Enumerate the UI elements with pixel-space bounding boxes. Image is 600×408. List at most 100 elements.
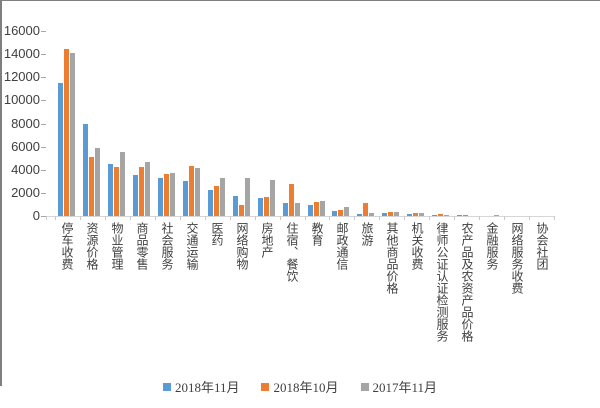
bar-2018年11月-房地产 [258,198,263,216]
x-axis-tick-mark [329,216,330,220]
bar-2018年11月-旅游 [357,214,362,216]
x-axis-category-label: 商品零售 [135,222,149,270]
x-axis-category-label: 网络购物 [235,222,249,270]
bar-2018年10月-律师公证认证检测服务 [438,214,443,216]
bar-2018年10月-网络购物 [239,205,244,216]
bar-2017年11月-住宿、餐饮 [295,203,300,216]
x-axis-tick-mark [180,216,181,220]
bar-2018年11月-网络购物 [233,196,238,216]
x-axis-category-label: 住宿、餐饮 [285,222,299,282]
chart-legend: 2018年11月 2018年10月 2017年11月 [0,377,600,396]
bar-2017年11月-商品零售 [145,162,150,216]
legend-label-2018-11: 2018年11月 [174,380,240,395]
x-axis-category-label: 旅游 [360,222,374,246]
x-axis-line [46,216,554,217]
window-border-top [0,0,600,1]
bar-2018年11月-物业管理 [108,164,113,216]
y-axis-tick-mark [41,169,46,171]
bar-2018年10月-资源价格 [89,157,94,216]
x-axis-category-label: 金融服务 [485,222,499,270]
x-axis-category-label: 农产品及农资产品价格 [460,222,474,342]
y-axis-tick-label: 4000 [11,161,40,177]
bar-2018年11月-社会服务 [158,178,163,216]
bar-2018年11月-邮政通信 [332,211,337,216]
x-axis-tick-mark [305,216,306,220]
y-axis-tick-label: 0 [32,208,40,223]
window-border-left [0,0,2,386]
x-axis-category-label: 其他商品价格 [385,222,399,294]
bar-2018年10月-机关收费 [413,213,418,216]
y-axis-tick-mark [41,100,46,102]
bar-2017年11月-社会服务 [170,173,175,216]
bar-2018年10月-交通运输 [189,166,194,216]
bar-2018年11月-商品零售 [133,175,138,216]
x-axis-tick-mark [105,216,106,220]
x-axis-tick-mark [479,216,480,220]
bar-2017年11月-房地产 [270,180,275,216]
x-axis-category-label: 社会服务 [160,222,174,270]
bar-2017年11月-金融服务 [494,215,499,216]
y-axis-tick-mark [41,123,46,125]
legend-label-2017-11: 2017年11月 [372,380,438,395]
y-axis-tick-mark [41,54,46,56]
bar-2018年10月-其他商品价格 [388,212,393,216]
legend-swatch-gray [360,382,369,391]
y-axis-tick-mark [41,31,46,32]
bar-2018年10月-停车收费 [64,49,69,216]
bar-2017年11月-邮政通信 [344,207,349,216]
x-axis-tick-mark [454,216,455,220]
bar-2018年11月-住宿、餐饮 [283,203,288,216]
bar-2018年11月-律师公证认证检测服务 [432,215,437,216]
bar-2018年10月-教育 [314,202,319,216]
y-axis-tick-label: 2000 [11,184,40,200]
bar-2018年11月-停车收费 [58,83,63,216]
x-axis-tick-mark [554,216,555,220]
x-axis-tick-mark [46,216,47,220]
bar-2017年11月-其他商品价格 [394,212,399,216]
bar-2018年11月-医药 [208,190,213,216]
bar-2017年11月-物业管理 [120,152,125,216]
bar-2017年11月-律师公证认证检测服务 [444,215,449,216]
x-axis-tick-mark [130,216,131,220]
legend-item-2018-11: 2018年11月 [162,377,240,396]
x-axis-tick-mark [230,216,231,220]
legend-swatch-blue [162,382,171,391]
bar-2017年11月-停车收费 [70,53,75,216]
y-axis-tick-label: 12000 [3,69,40,85]
y-axis-tick-mark [41,146,46,148]
bar-2018年11月-其他商品价格 [382,213,387,216]
bar-2018年10月-商品零售 [139,167,144,216]
bar-2017年11月-交通运输 [195,168,200,216]
x-axis-category-label: 机关收费 [410,222,424,270]
bar-2018年10月-住宿、餐饮 [289,184,294,216]
bar-2018年11月-机关收费 [407,214,412,216]
y-axis-tick-label: 8000 [11,115,40,131]
x-axis-tick-mark [155,216,156,220]
x-axis-category-label: 协会社团 [535,222,549,270]
bar-2018年10月-医药 [214,186,219,216]
x-axis-category-label: 交通运输 [185,222,199,270]
bar-2018年11月-交通运输 [183,181,188,216]
x-axis-tick-mark [354,216,355,220]
x-axis-category-label: 停车收费 [60,222,74,270]
legend-item-2017-11: 2017年11月 [360,377,438,396]
x-axis-tick-mark [255,216,256,220]
bar-2018年10月-社会服务 [164,174,169,216]
bar-2018年10月-农产品及农资产品价格 [463,215,468,216]
x-axis-category-label: 律师公证认证检测服务 [435,222,449,342]
y-axis-tick-label: 14000 [3,46,40,62]
y-axis-tick-label: 10000 [3,92,40,108]
legend-label-2018-10: 2018年10月 [273,380,339,395]
bar-2017年11月-机关收费 [419,213,424,216]
bar-2017年11月-资源价格 [95,148,100,216]
bar-2017年11月-网络购物 [245,178,250,216]
x-axis-category-label: 物业管理 [110,222,124,270]
bar-2018年10月-邮政通信 [338,210,343,216]
bar-2018年11月-农产品及农资产品价格 [457,215,462,216]
x-axis-category-label: 资源价格 [85,222,99,270]
legend-swatch-orange [261,382,270,391]
x-axis-category-label: 教育 [310,222,324,246]
y-axis-tick-mark [41,77,46,79]
x-axis-tick-mark [80,216,81,220]
